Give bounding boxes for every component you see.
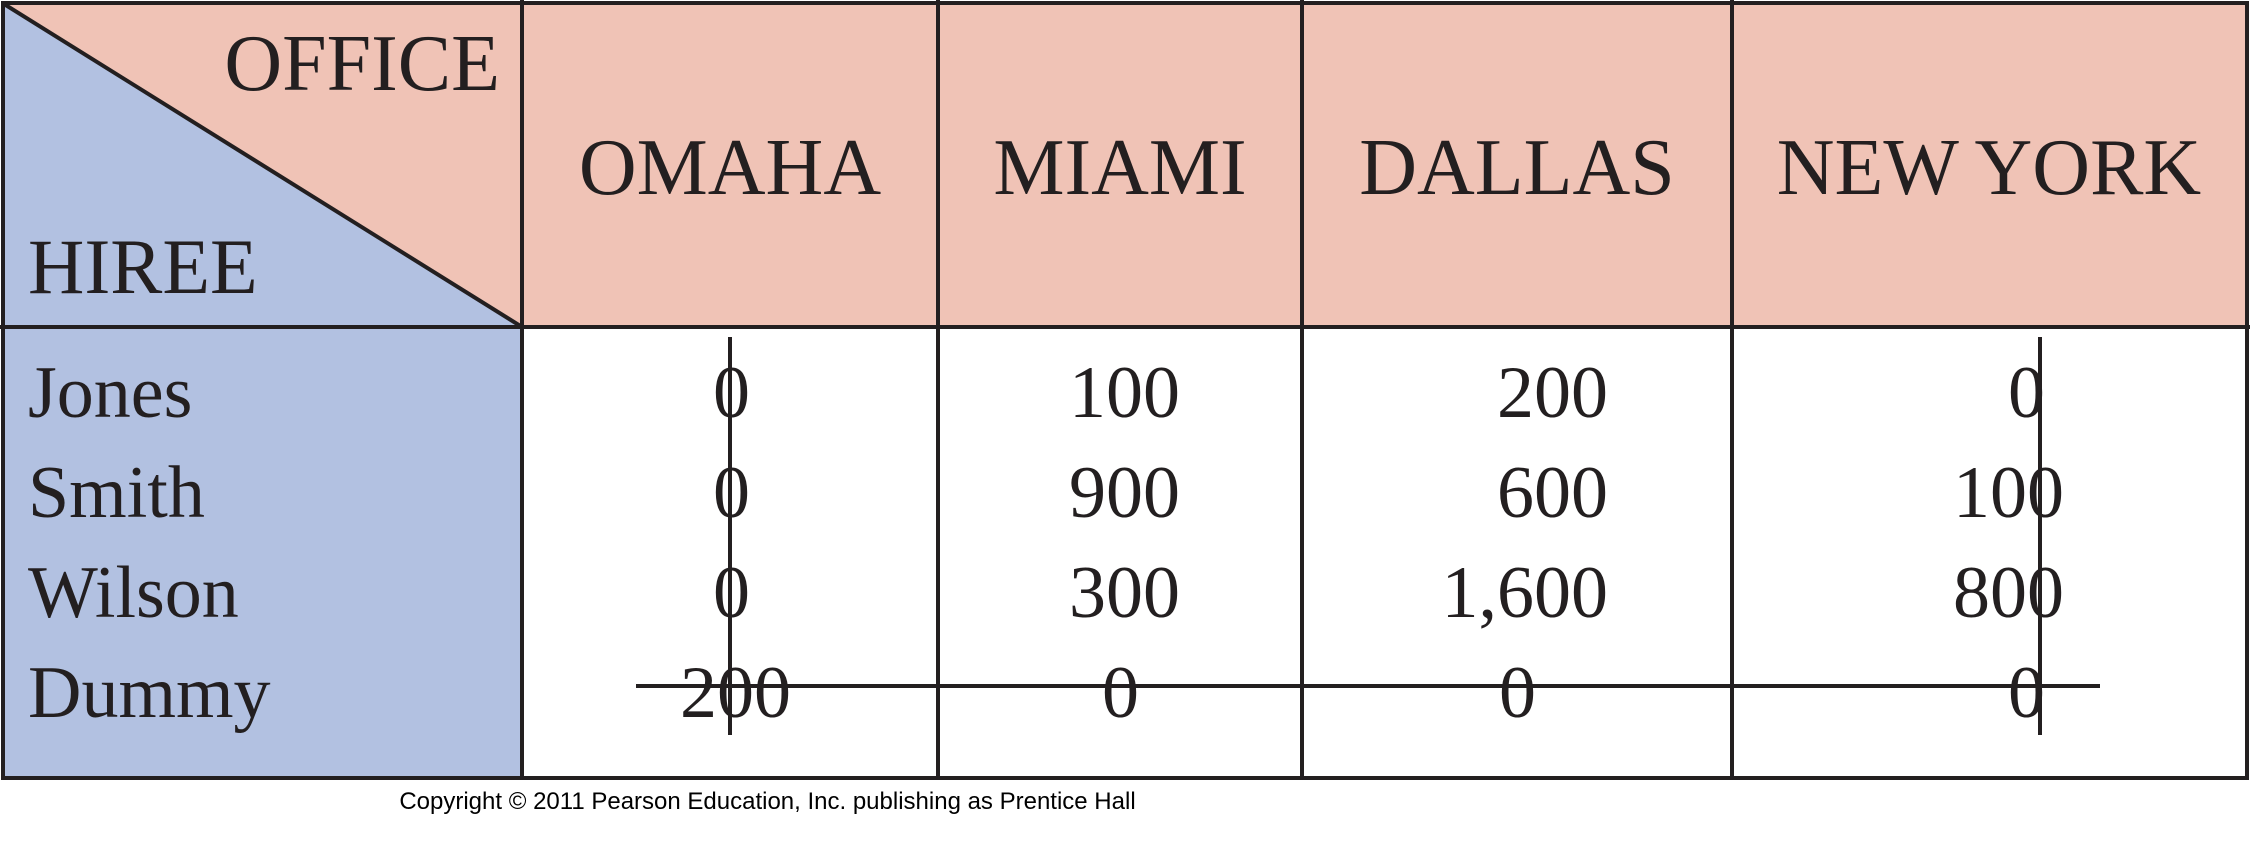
- header-dallas: DALLAS: [1302, 4, 1732, 327]
- header-new-york-label: NEW YORK: [1776, 123, 2202, 212]
- copyright-notice: Copyright © 2011 Pearson Education, Inc.…: [399, 788, 1136, 815]
- cell-wilson-dallas: 1,600: [1441, 552, 1609, 634]
- header-omaha-label: OMAHA: [578, 123, 882, 212]
- cell-dummy-omaha: 200: [680, 652, 791, 734]
- row-label-dummy: Dummy: [28, 652, 271, 734]
- header-dallas-label: DALLAS: [1359, 123, 1675, 212]
- cell-jones-dallas: 200: [1497, 352, 1608, 434]
- row-label-jones: Jones: [28, 352, 193, 434]
- corner-office-label: OFFICE: [224, 20, 500, 108]
- row-label-wilson: Wilson: [28, 552, 239, 634]
- cell-dummy-dallas: 0: [1499, 652, 1536, 734]
- corner-diagonal: [4, 4, 522, 327]
- corner-hiree-label: HIREE: [28, 223, 258, 310]
- row-label-smith: Smith: [28, 452, 205, 534]
- table-border: [1, 1, 2249, 780]
- cell-smith-dallas: 600: [1497, 452, 1608, 534]
- cell-smith-miami: 900: [1069, 452, 1180, 534]
- cell-wilson-miami: 300: [1069, 552, 1180, 634]
- cell-jones-miami: 100: [1069, 352, 1180, 434]
- cell-smith-new-york: 100: [1953, 452, 2064, 534]
- table-grid: [0, 0, 2250, 780]
- header-miami: MIAMI: [938, 4, 1302, 327]
- corner-cell: OFFICE HIREE: [4, 4, 522, 327]
- hiree-column: [4, 327, 522, 777]
- header-omaha: OMAHA: [522, 4, 938, 327]
- header-miami-label: MIAMI: [993, 123, 1247, 212]
- header-new-york: NEW YORK: [1732, 4, 2246, 327]
- cell-dummy-miami: 0: [1102, 652, 1139, 734]
- assignment-table: OFFICE HIREE OMAHA MIAMI DALLAS NEW YORK…: [0, 0, 2250, 780]
- corner-split: [4, 4, 522, 327]
- cell-wilson-new-york: 800: [1953, 552, 2064, 634]
